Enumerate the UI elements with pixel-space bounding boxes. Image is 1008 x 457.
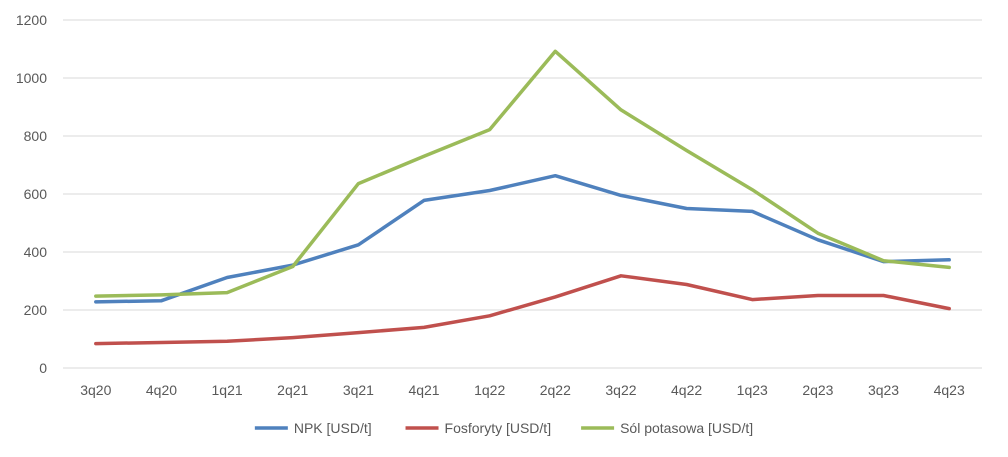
series-line-2	[94, 49, 951, 298]
legend-item-2: Sól potasowa [USD/t]	[581, 420, 753, 436]
gridlines	[63, 19, 982, 369]
series-lines	[94, 49, 951, 346]
x-tick-label: 3q20	[80, 382, 111, 398]
y-tick-label: 1200	[16, 12, 47, 28]
y-tick-label: 0	[39, 360, 47, 376]
legend-item-1: Fosforyty [USD/t]	[405, 420, 552, 436]
x-tick-label: 1q23	[737, 382, 768, 398]
y-tick-label: 200	[24, 302, 48, 318]
y-tick-label: 400	[24, 244, 48, 260]
legend-item-0: NPK [USD/t]	[254, 420, 372, 436]
series-line-1	[94, 274, 951, 346]
y-tick-label: 1000	[16, 70, 47, 86]
x-tick-label: 4q20	[146, 382, 177, 398]
x-tick-label: 2q22	[540, 382, 571, 398]
x-tick-label: 3q21	[343, 382, 374, 398]
x-tick-label: 4q21	[408, 382, 439, 398]
x-tick-label: 1q21	[212, 382, 243, 398]
x-axis: 3q20 4q20 1q21 2q21 3q21 4q21 1q22 2q22 3q22 4q22…	[80, 382, 965, 398]
legend-label: Fosforyty [USD/t]	[445, 420, 552, 436]
x-tick-label: 3q22	[605, 382, 636, 398]
series-line-0	[94, 173, 951, 304]
x-tick-label: 4q22	[671, 382, 702, 398]
y-axis: 0 200 400 600 800 1000 1200	[16, 12, 47, 376]
y-tick-label: 800	[24, 128, 48, 144]
legend-label: Sól potasowa [USD/t]	[620, 420, 753, 436]
legend-label: NPK [USD/t]	[294, 420, 372, 436]
x-tick-label: 2q23	[802, 382, 833, 398]
y-tick-label: 600	[24, 186, 48, 202]
x-tick-label: 4q23	[934, 382, 965, 398]
x-tick-label: 2q21	[277, 382, 308, 398]
legend: NPK [USD/t] Fosforyty [USD/t] Sól potasowa…	[254, 420, 753, 436]
x-tick-label: 1q22	[474, 382, 505, 398]
x-tick-label: 3q23	[868, 382, 899, 398]
